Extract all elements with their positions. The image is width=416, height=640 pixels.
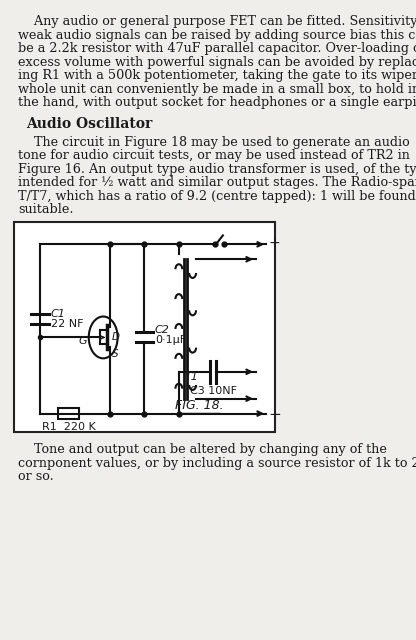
Text: 22 NF: 22 NF	[51, 319, 84, 329]
Text: The circuit in Figure 18 may be used to generate an audio: The circuit in Figure 18 may be used to …	[18, 136, 410, 149]
Text: whole unit can conveniently be made in a small box, to hold in: whole unit can conveniently be made in a…	[18, 83, 416, 95]
Text: Audio Oscillator: Audio Oscillator	[26, 117, 152, 131]
Text: cornponent values, or by including a source resistor of 1k to 2.7k: cornponent values, or by including a sou…	[18, 457, 416, 470]
Text: Any audio or general purpose FET can be fitted. Sensitivity to: Any audio or general purpose FET can be …	[18, 15, 416, 28]
Text: T/T7, which has a ratio of 9.2 (centre tapped): 1 will be found: T/T7, which has a ratio of 9.2 (centre t…	[18, 189, 416, 203]
Text: Tone and output can be altered by changing any of the: Tone and output can be altered by changi…	[18, 444, 387, 456]
Text: C2: C2	[155, 325, 170, 335]
Text: the hand, with output socket for headphones or a single earpiece.: the hand, with output socket for headpho…	[18, 96, 416, 109]
Text: G: G	[79, 337, 87, 346]
Text: excess volume with powerful signals can be avoided by replac-: excess volume with powerful signals can …	[18, 56, 416, 68]
Text: −: −	[268, 407, 281, 422]
Text: C3 10NF: C3 10NF	[190, 386, 237, 396]
Text: be a 2.2k resistor with 47uF parallel capacitor. Over-loading or: be a 2.2k resistor with 47uF parallel ca…	[18, 42, 416, 55]
Text: intended for ½ watt and similar output stages. The Radio-spares: intended for ½ watt and similar output s…	[18, 176, 416, 189]
Text: 0·1μF: 0·1μF	[155, 335, 186, 345]
Text: ing R1 with a 500k potentiometer, taking the gate to its wiper. The: ing R1 with a 500k potentiometer, taking…	[18, 69, 416, 82]
Text: T1: T1	[184, 372, 198, 382]
Text: D: D	[111, 332, 119, 342]
Text: S: S	[111, 349, 118, 360]
Text: suitable.: suitable.	[18, 203, 73, 216]
Bar	[14, 223, 275, 431]
Text: FIG. 18.: FIG. 18.	[175, 399, 224, 412]
Bar	[59, 408, 79, 419]
Text: Figure 16. An output type audio transformer is used, of the type: Figure 16. An output type audio transfor…	[18, 163, 416, 176]
Text: C1: C1	[51, 309, 66, 319]
Text: R1  220 K: R1 220 K	[42, 422, 96, 431]
Text: or so.: or so.	[18, 470, 54, 483]
Text: +: +	[268, 236, 280, 250]
Text: weak audio signals can be raised by adding source bias this can: weak audio signals can be raised by addi…	[18, 29, 416, 42]
Text: tone for audio circuit tests, or may be used instead of TR2 in: tone for audio circuit tests, or may be …	[18, 149, 410, 163]
